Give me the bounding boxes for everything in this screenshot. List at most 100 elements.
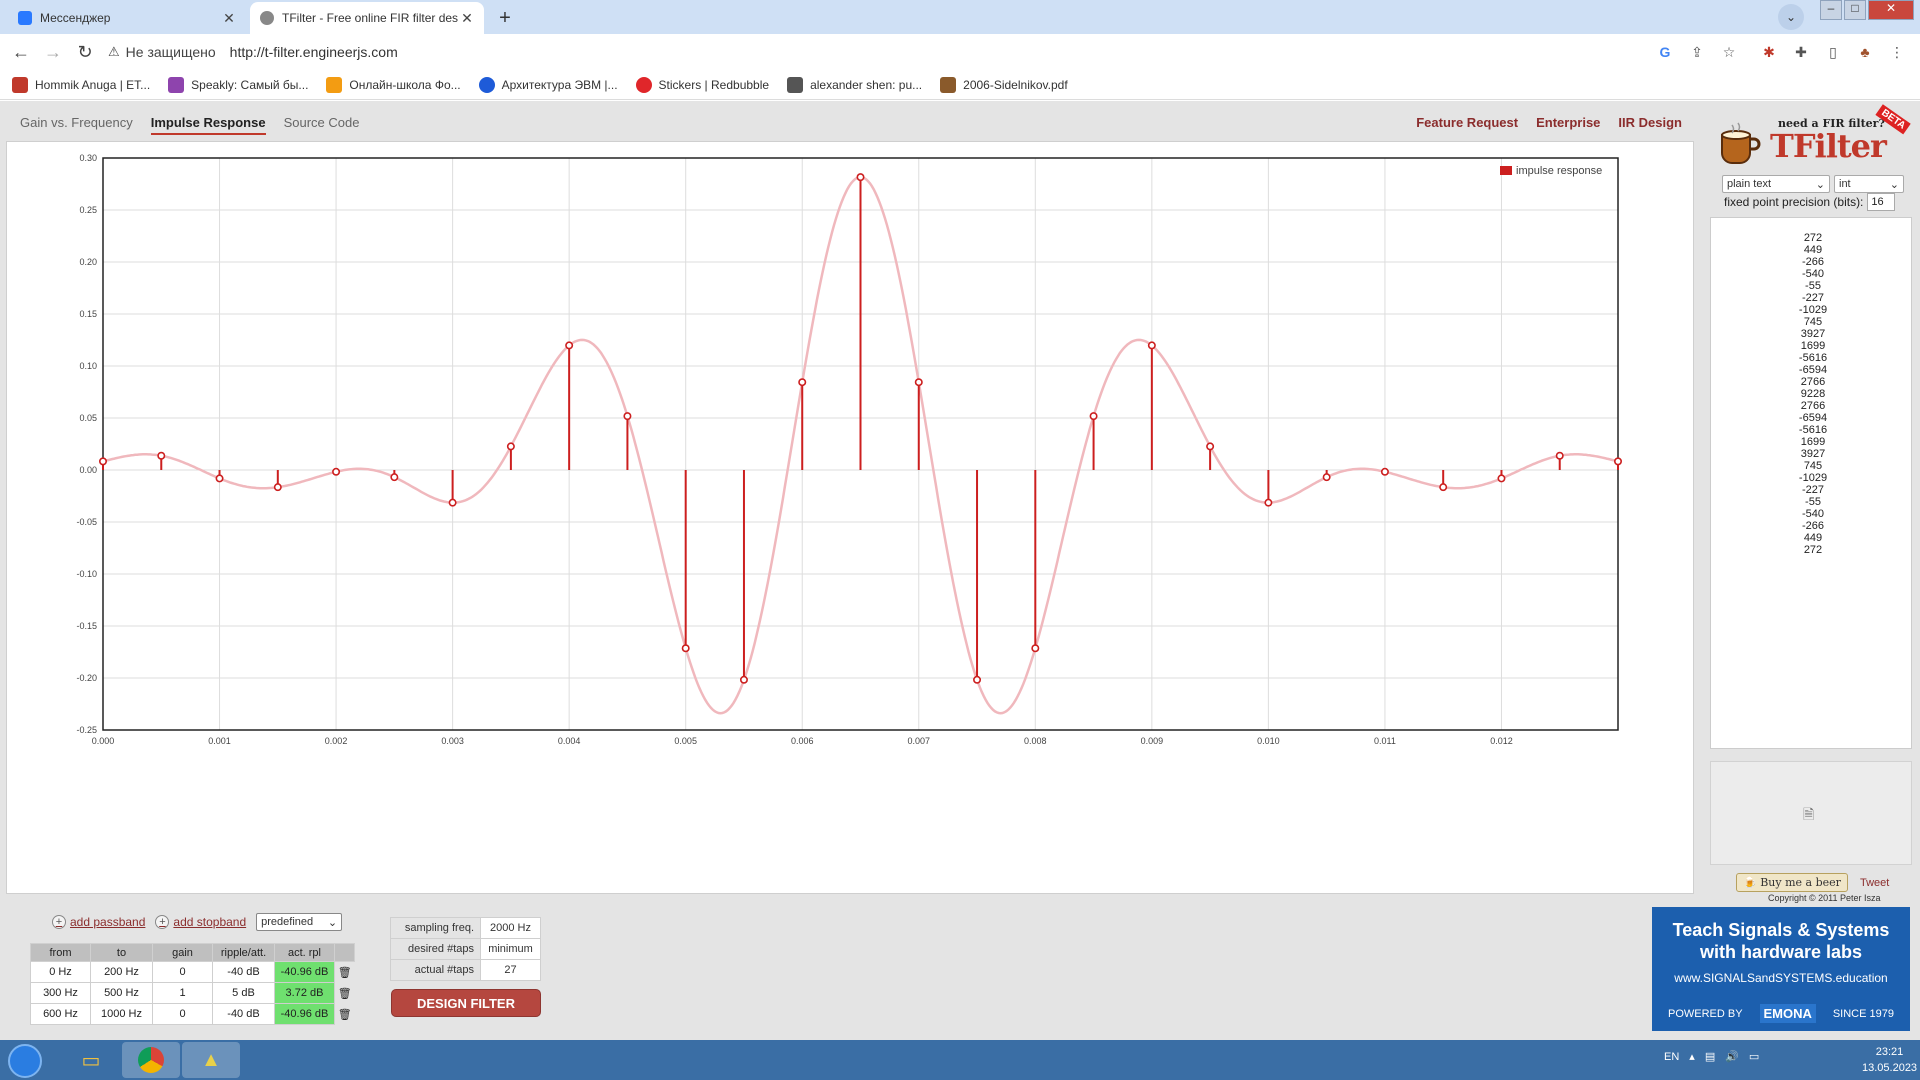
file-explorer-icon[interactable]: ▭ bbox=[81, 1049, 101, 1072]
buy-beer-button[interactable]: 🍺 Buy me a beer bbox=[1736, 873, 1848, 892]
add-passband-button[interactable]: + add passband bbox=[52, 915, 145, 929]
tray-arrow-icon[interactable]: ▴ bbox=[1689, 1051, 1695, 1063]
band-gain[interactable]: 1 bbox=[152, 982, 213, 1004]
extension-color-icon[interactable]: ✱ bbox=[1763, 44, 1775, 60]
band-ripple[interactable]: -40 dB bbox=[212, 961, 275, 983]
param-label: desired #taps bbox=[390, 938, 481, 960]
bookmark-item[interactable]: 2006-Sidelnikov.pdf bbox=[940, 76, 1068, 93]
data-point bbox=[390, 473, 399, 482]
format-select[interactable]: plain text ⌄ bbox=[1722, 175, 1830, 193]
param-row: actual #taps 27 bbox=[390, 959, 541, 981]
ad-line1: Teach Signals & Systems bbox=[1672, 920, 1890, 940]
band-gain[interactable]: 0 bbox=[152, 961, 213, 983]
band-to[interactable]: 1000 Hz bbox=[90, 1003, 153, 1025]
trash-icon[interactable]: 🗑 bbox=[334, 961, 355, 983]
ad-powered: POWERED BY bbox=[1668, 1007, 1743, 1020]
bookmark-favicon-icon bbox=[478, 76, 495, 93]
tab-search-icon[interactable]: ⌄ bbox=[1778, 4, 1804, 30]
band-to[interactable]: 500 Hz bbox=[90, 982, 153, 1004]
bookmark-item[interactable]: Онлайн-школа Фо... bbox=[326, 76, 461, 93]
x-tick-label: 0.007 bbox=[908, 736, 931, 746]
coefficient-item: -266 bbox=[1801, 520, 1825, 532]
forward-icon[interactable]: → bbox=[44, 42, 62, 62]
band-ripple[interactable]: 5 dB bbox=[212, 982, 275, 1004]
band-gain[interactable]: 0 bbox=[152, 1003, 213, 1025]
app-icon[interactable]: ▲ bbox=[182, 1042, 240, 1078]
volume-icon[interactable]: 🔊 bbox=[1725, 1051, 1739, 1063]
network-icon[interactable]: ▤ bbox=[1704, 1051, 1716, 1063]
bookmark-item[interactable]: alexander shen: pu... bbox=[787, 76, 922, 93]
google-icon[interactable]: G bbox=[1659, 44, 1671, 60]
bookmark-item[interactable]: Stickers | Redbubble bbox=[635, 76, 770, 93]
clock[interactable]: 23:21 13.05.2023 bbox=[1862, 1044, 1917, 1076]
top-links: Feature Request Enterprise IIR Design bbox=[1398, 115, 1682, 130]
close-window-button[interactable]: ✕ bbox=[1868, 0, 1914, 20]
share-icon[interactable]: ⇪ bbox=[1691, 44, 1703, 60]
star-icon[interactable]: ☆ bbox=[1722, 44, 1736, 60]
x-tick-label: 0.012 bbox=[1490, 736, 1513, 746]
desired-taps-input[interactable]: minimum bbox=[480, 938, 541, 960]
enterprise-link[interactable]: Enterprise bbox=[1536, 115, 1601, 130]
chevron-down-icon: ⌄ bbox=[327, 916, 338, 929]
tab-impulse-response[interactable]: Impulse Response bbox=[150, 115, 266, 135]
emona-logo: EMONA bbox=[1759, 1004, 1816, 1023]
trash-icon[interactable]: 🗑 bbox=[334, 1003, 355, 1025]
close-tab-icon[interactable]: ✕ bbox=[461, 9, 473, 26]
trash-icon[interactable]: 🗑 bbox=[334, 982, 355, 1004]
feature-request-link[interactable]: Feature Request bbox=[1416, 115, 1519, 130]
new-tab-button[interactable]: + bbox=[499, 7, 511, 29]
bookmark-item[interactable]: Архитектура ЭВМ |... bbox=[478, 76, 618, 93]
param-row: desired #taps minimum bbox=[390, 938, 541, 960]
tab-messenger[interactable]: Мессенджер ✕ bbox=[8, 2, 246, 34]
back-icon[interactable]: ← bbox=[12, 42, 30, 62]
band-to[interactable]: 200 Hz bbox=[90, 961, 153, 983]
predefined-select[interactable]: predefined ⌄ bbox=[256, 913, 343, 931]
x-tick-label: 0.005 bbox=[674, 736, 697, 746]
y-tick-label: -0.15 bbox=[76, 621, 97, 631]
coefficient-item: -1029 bbox=[1798, 304, 1828, 316]
data-point bbox=[332, 467, 341, 476]
coefficient-list: 272 449 -266 -540 -55 -227 -1029 745 3927 1699 -56… bbox=[1711, 218, 1911, 556]
band-ripple[interactable]: -40 dB bbox=[212, 1003, 275, 1025]
security-label: Не защищено bbox=[125, 44, 216, 60]
close-tab-icon[interactable]: ✕ bbox=[223, 9, 235, 26]
y-tick-label: 0.20 bbox=[79, 257, 97, 267]
bookmark-label: Архитектура ЭВМ |... bbox=[501, 77, 618, 92]
profile-avatar-icon[interactable]: ♣ bbox=[1860, 44, 1870, 60]
reload-icon[interactable]: ↻ bbox=[77, 42, 93, 62]
address-bar[interactable]: ⚠ Не защищено http://t-filter.engineerjs… bbox=[108, 38, 1688, 66]
puzzle-icon[interactable]: ✚ bbox=[1795, 44, 1807, 60]
windows-start-icon[interactable] bbox=[8, 1044, 42, 1078]
type-select[interactable]: int ⌄ bbox=[1834, 175, 1904, 193]
maximize-button[interactable]: □ bbox=[1844, 0, 1866, 20]
tab-gain-vs-frequency[interactable]: Gain vs. Frequency bbox=[20, 115, 133, 130]
x-tick-label: 0.000 bbox=[92, 736, 115, 746]
bookmark-label: Stickers | Redbubble bbox=[658, 77, 770, 92]
coefficient-output[interactable]: 272 449 -266 -540 -55 -227 -1029 745 3927 1699 -56… bbox=[1710, 217, 1912, 749]
advertisement-banner[interactable]: Teach Signals & Systems with hardware lab… bbox=[1652, 907, 1910, 1031]
display-icon[interactable]: ▭ bbox=[1748, 1051, 1760, 1063]
data-point bbox=[215, 474, 224, 483]
minimize-button[interactable]: – bbox=[1820, 0, 1842, 20]
sampling-freq-input[interactable]: 2000 Hz bbox=[480, 917, 541, 939]
sidepanel-icon[interactable]: ▯ bbox=[1829, 44, 1837, 60]
tab-tfilter[interactable]: TFilter - Free online FIR filter des ✕ bbox=[250, 2, 484, 34]
bookmark-item[interactable]: Hommik Anuga | ET... bbox=[12, 76, 150, 93]
tweet-link[interactable]: Tweet bbox=[1860, 877, 1890, 889]
menu-dots-icon[interactable]: ⋮ bbox=[1890, 44, 1904, 60]
iir-design-link[interactable]: IIR Design bbox=[1618, 115, 1682, 130]
precision-input[interactable]: 16 bbox=[1867, 193, 1896, 211]
data-point bbox=[448, 498, 457, 507]
band-from[interactable]: 0 Hz bbox=[30, 961, 91, 983]
taskbar: ▭ ▲ EN ▴ ▤ 🔊 ▭ 23:21 13.05.2023 bbox=[0, 1040, 1920, 1080]
band-from[interactable]: 600 Hz bbox=[30, 1003, 91, 1025]
coefficient-item: 2766 bbox=[1800, 400, 1826, 412]
chrome-icon[interactable] bbox=[122, 1042, 180, 1078]
tab-source-code[interactable]: Source Code bbox=[283, 115, 360, 130]
data-point bbox=[1264, 498, 1273, 507]
band-from[interactable]: 300 Hz bbox=[30, 982, 91, 1004]
language-indicator[interactable]: EN bbox=[1664, 1050, 1680, 1063]
add-stopband-button[interactable]: + add stopband bbox=[155, 915, 246, 929]
bookmark-item[interactable]: Speakly: Самый бы... bbox=[168, 76, 308, 93]
design-filter-button[interactable]: DESIGN FILTER bbox=[391, 989, 541, 1017]
